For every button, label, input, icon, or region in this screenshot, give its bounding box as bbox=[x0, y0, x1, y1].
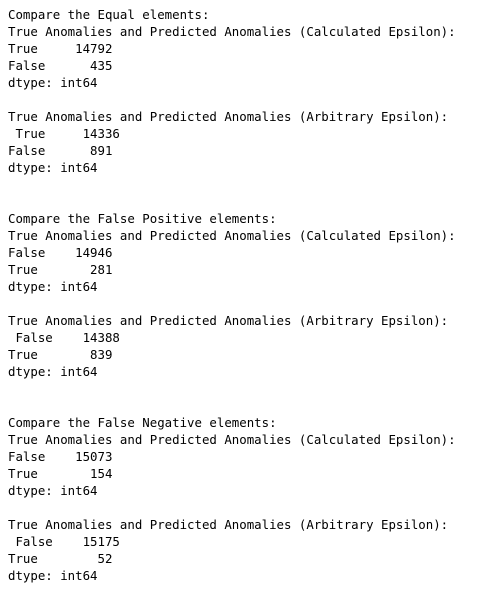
output-line: True Anomalies and Predicted Anomalies (… bbox=[8, 313, 449, 328]
output-line: Compare the Equal elements: bbox=[8, 7, 210, 22]
output-line bbox=[8, 397, 456, 414]
output-line bbox=[8, 295, 456, 312]
output-line: False 435 bbox=[8, 58, 113, 73]
output-line: dtype: int64 bbox=[8, 160, 98, 175]
output-line: False 891 bbox=[8, 143, 113, 158]
output-line: True 154 bbox=[8, 466, 113, 481]
output-line: dtype: int64 bbox=[8, 568, 98, 583]
output-line: True 281 bbox=[8, 262, 113, 277]
output-line: True 52 bbox=[8, 551, 113, 566]
output-line: True 14336 bbox=[8, 126, 120, 141]
output-line bbox=[8, 91, 456, 108]
output-line bbox=[8, 193, 456, 210]
cell-output-text: Compare the Equal elements: True Anomalie… bbox=[8, 6, 456, 584]
output-line: dtype: int64 bbox=[8, 483, 98, 498]
output-line: dtype: int64 bbox=[8, 364, 98, 379]
output-line: True Anomalies and Predicted Anomalies (… bbox=[8, 432, 456, 447]
output-line: Compare the False Negative elements: bbox=[8, 415, 277, 430]
output-line: True Anomalies and Predicted Anomalies (… bbox=[8, 24, 456, 39]
output-line: True Anomalies and Predicted Anomalies (… bbox=[8, 109, 449, 124]
output-line bbox=[8, 499, 456, 516]
output-line: dtype: int64 bbox=[8, 279, 98, 294]
output-line bbox=[8, 380, 456, 397]
output-line: True 839 bbox=[8, 347, 113, 362]
output-line: True Anomalies and Predicted Anomalies (… bbox=[8, 517, 449, 532]
output-line: Compare the False Positive elements: bbox=[8, 211, 277, 226]
output-line: dtype: int64 bbox=[8, 75, 98, 90]
output-line: True 14792 bbox=[8, 41, 113, 56]
output-line: False 14946 bbox=[8, 245, 113, 260]
output-line: False 14388 bbox=[8, 330, 120, 345]
output-line: False 15073 bbox=[8, 449, 113, 464]
output-line: False 15175 bbox=[8, 534, 120, 549]
output-line bbox=[8, 176, 456, 193]
output-line: True Anomalies and Predicted Anomalies (… bbox=[8, 228, 456, 243]
